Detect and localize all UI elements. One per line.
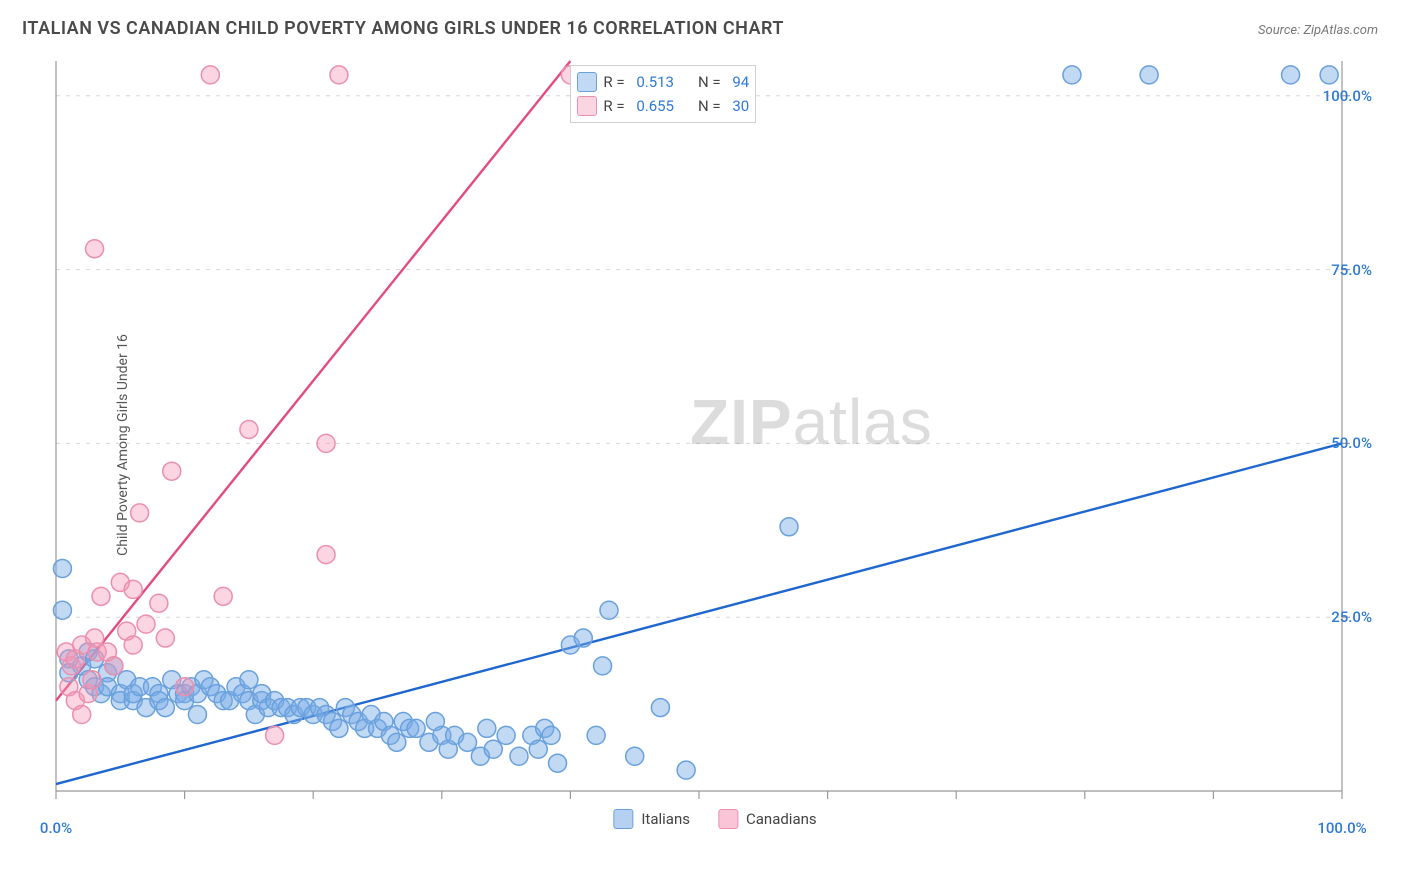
y-tick-label: 100.0% (1323, 87, 1372, 105)
source-name: ZipAtlas.com (1303, 23, 1378, 38)
canadians-swatch-icon (577, 96, 597, 116)
canadians-point (137, 615, 155, 633)
italians-point (407, 719, 425, 737)
y-tick-label: 75.0% (1331, 261, 1372, 279)
canadians-point (266, 726, 284, 744)
r-value: 0.655 (633, 97, 674, 115)
italians-point (594, 657, 612, 675)
chart-svg (50, 55, 1380, 835)
legend-label: Italians (641, 810, 690, 828)
italians-point (510, 747, 528, 765)
canadians-point (124, 580, 142, 598)
r-label: R = (603, 97, 624, 115)
plot-container: Child Poverty Among Girls Under 16 R = 0… (50, 55, 1380, 835)
italians-point (497, 726, 515, 744)
italians-point (330, 719, 348, 737)
italians-point (626, 747, 644, 765)
n-label: N = (698, 97, 721, 115)
italians-swatch-icon (613, 809, 633, 829)
n-value: 94 (729, 73, 750, 91)
canadians-point (317, 546, 335, 564)
italians-point (478, 719, 496, 737)
legend-item: Canadians (718, 809, 817, 829)
correlation-legend: R = 0.513 N = 94 R = 0.655 N = 30 (570, 65, 756, 123)
header-row: ITALIAN VS CANADIAN CHILD POVERTY AMONG … (0, 0, 1406, 45)
y-tick-label: 50.0% (1331, 434, 1372, 452)
italians-point (388, 733, 406, 751)
legend-label: Canadians (746, 810, 817, 828)
n-label: N = (698, 73, 721, 91)
italians-point (587, 726, 605, 744)
italians-point (529, 740, 547, 758)
canadians-point (201, 66, 219, 84)
legend-item: Italians (613, 809, 690, 829)
canadians-point (156, 629, 174, 647)
x-tick-label: 0.0% (40, 819, 72, 837)
italians-point (1140, 66, 1158, 84)
italians-point (600, 601, 618, 619)
canadians-point (105, 657, 123, 675)
canadians-point (92, 587, 110, 605)
x-tick-label: 100.0% (1317, 819, 1366, 837)
r-value: 0.513 (633, 73, 674, 91)
italians-point (677, 761, 695, 779)
canadians-point (214, 587, 232, 605)
canadians-swatch-icon (718, 809, 738, 829)
n-value: 30 (729, 97, 750, 115)
italians-point (240, 671, 258, 689)
source-attribution: Source: ZipAtlas.com (1258, 23, 1378, 38)
italians-point (53, 601, 71, 619)
canadians-point (83, 671, 101, 689)
italians-point (1282, 66, 1300, 84)
italians-point (542, 726, 560, 744)
canadians-point (240, 420, 258, 438)
legend-row: R = 0.655 N = 30 (577, 94, 749, 118)
italians-point (780, 518, 798, 536)
canadians-point (330, 66, 348, 84)
italians-point (1320, 66, 1338, 84)
r-label: R = (603, 73, 624, 91)
canadians-point (176, 678, 194, 696)
y-tick-label: 25.0% (1331, 608, 1372, 626)
canadians-point (150, 594, 168, 612)
canadians-point (124, 636, 142, 654)
italians-point (651, 699, 669, 717)
canadians-point (86, 240, 104, 258)
italians-point (484, 740, 502, 758)
italians-point (459, 733, 477, 751)
source-prefix: Source: (1258, 23, 1303, 38)
canadians-point (163, 462, 181, 480)
italians-point (156, 699, 174, 717)
italians-swatch-icon (577, 72, 597, 92)
canadians-regression-line (56, 61, 570, 701)
canadians-point (131, 504, 149, 522)
series-legend: Italians Canadians (613, 809, 816, 829)
italians-point (574, 629, 592, 647)
italians-point (188, 706, 206, 724)
canadians-point (317, 434, 335, 452)
italians-point (1063, 66, 1081, 84)
italians-point (53, 560, 71, 578)
italians-point (549, 754, 567, 772)
chart-title: ITALIAN VS CANADIAN CHILD POVERTY AMONG … (22, 18, 784, 39)
italians-regression-line (56, 443, 1342, 784)
legend-row: R = 0.513 N = 94 (577, 70, 749, 94)
canadians-point (73, 706, 91, 724)
